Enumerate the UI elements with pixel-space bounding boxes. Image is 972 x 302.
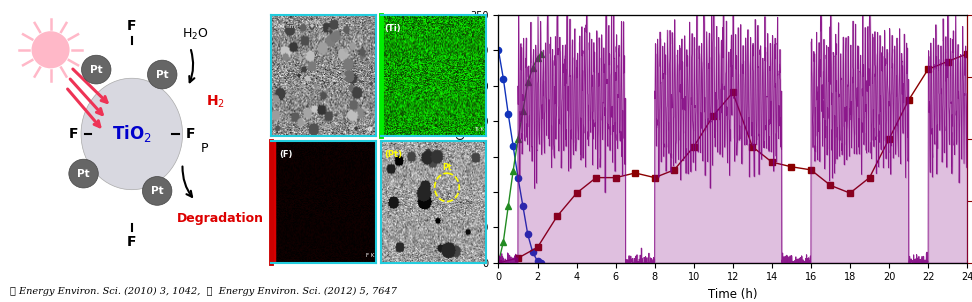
Text: (F): (F) bbox=[280, 150, 293, 159]
Text: (Pt): (Pt) bbox=[384, 150, 401, 159]
Text: Pt: Pt bbox=[90, 65, 103, 75]
Text: H$_2$: H$_2$ bbox=[206, 94, 226, 110]
Text: F K: F K bbox=[365, 253, 374, 258]
Text: F: F bbox=[127, 235, 136, 249]
Text: Pt: Pt bbox=[156, 69, 168, 79]
Text: (Ti): (Ti) bbox=[384, 24, 400, 33]
Text: ① Energy Environ. Sci. (2010) 3, 1042,  ②  Energy Environ. Sci. (2012) 5, 7647: ① Energy Environ. Sci. (2010) 3, 1042, ②… bbox=[10, 287, 397, 296]
Circle shape bbox=[143, 177, 172, 205]
Circle shape bbox=[69, 159, 98, 188]
Circle shape bbox=[148, 60, 177, 89]
X-axis label: Time (h): Time (h) bbox=[708, 288, 757, 301]
Text: Pt: Pt bbox=[151, 186, 163, 196]
Text: Degradation: Degradation bbox=[177, 212, 264, 225]
Text: Pt: Pt bbox=[442, 163, 452, 172]
Ellipse shape bbox=[81, 78, 183, 190]
Text: F: F bbox=[127, 19, 136, 33]
Circle shape bbox=[31, 31, 70, 68]
Y-axis label: [4-CP or Cl⁻] (μM): [4-CP or Cl⁻] (μM) bbox=[458, 93, 468, 185]
Text: F: F bbox=[69, 127, 78, 141]
Text: Pt: Pt bbox=[77, 169, 89, 178]
Text: F: F bbox=[186, 127, 195, 141]
Text: BF: BF bbox=[367, 127, 374, 132]
Text: H$_2$O: H$_2$O bbox=[182, 27, 209, 43]
Text: TiO$_2$: TiO$_2$ bbox=[112, 124, 152, 144]
Text: 200 nm: 200 nm bbox=[274, 24, 295, 29]
Text: Ti K: Ti K bbox=[474, 127, 484, 132]
Text: P: P bbox=[200, 142, 208, 155]
Circle shape bbox=[82, 55, 111, 84]
